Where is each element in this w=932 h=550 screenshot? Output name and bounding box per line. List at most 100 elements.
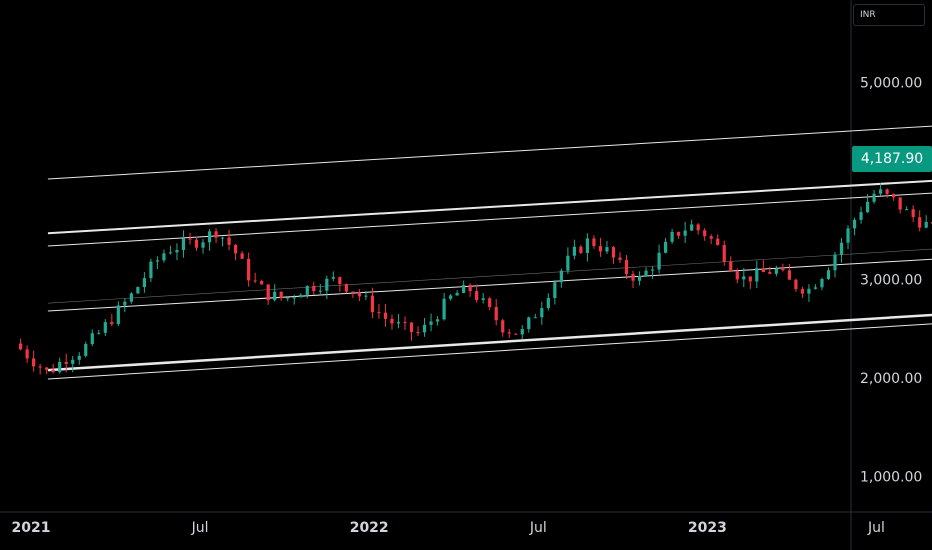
candle-body [859, 212, 863, 220]
candle-body [572, 246, 576, 256]
candle-body [650, 269, 655, 271]
candle-body [305, 285, 309, 295]
candle-body [331, 277, 335, 279]
candle-body [781, 269, 785, 271]
candle-body [227, 237, 231, 245]
candle-body [51, 369, 55, 373]
candle-body [624, 259, 629, 275]
candle-body [494, 306, 498, 321]
channel-line-0 [47, 125, 932, 180]
candle-body [501, 320, 505, 333]
x-tick-label: Jul [529, 520, 547, 536]
candle-body [318, 290, 322, 292]
candle-body [312, 285, 316, 292]
candle-body [292, 297, 296, 299]
candle-body [768, 272, 772, 274]
candle-body [605, 247, 609, 252]
candle-body [709, 236, 713, 239]
candle-body [435, 319, 440, 322]
candle-body [729, 261, 733, 272]
candle-body [703, 230, 707, 237]
candle-body [546, 298, 550, 309]
candle-body [155, 260, 160, 262]
candle-body [585, 238, 590, 253]
x-tick-label: 2023 [688, 520, 727, 536]
candle-body [175, 250, 179, 253]
candle-body [774, 269, 778, 274]
candle-body [396, 322, 401, 324]
candle-body [110, 322, 114, 325]
candle-body [637, 276, 642, 281]
candle-body [722, 244, 726, 262]
candle-body [468, 285, 472, 292]
candle-body [279, 291, 283, 299]
channel-line-2 [47, 192, 932, 247]
candle-body [84, 344, 88, 356]
candle-body [807, 288, 811, 294]
x-tick-label: Jul [867, 520, 885, 536]
channel-line-4 [47, 258, 932, 312]
candle-body [364, 295, 368, 297]
candle-body [214, 231, 218, 238]
candle-body [696, 224, 700, 231]
candle-body [129, 293, 133, 302]
candle-body [240, 253, 244, 259]
candle-body [149, 261, 153, 279]
candle-body [865, 201, 870, 213]
candle-body [416, 332, 420, 334]
candle-body [892, 193, 896, 198]
candle-body [520, 329, 524, 335]
candle-body [19, 343, 23, 350]
y-tick-label: 2,000.00 [860, 371, 922, 387]
candle-body [618, 257, 622, 260]
candle-body [846, 228, 850, 243]
candle-body [234, 244, 238, 254]
candle-body [852, 219, 857, 229]
candle-body [592, 238, 596, 247]
candle-body [253, 280, 257, 282]
candle-body [644, 270, 648, 277]
candle-body [377, 312, 381, 314]
candle-body [826, 270, 831, 279]
x-tick-label: Jul [191, 520, 209, 536]
candle-body [194, 239, 199, 248]
candle-body [787, 270, 791, 280]
candle-body [911, 209, 915, 218]
candle-body [207, 231, 212, 243]
candle-body [181, 238, 186, 251]
candle-body [188, 238, 192, 240]
candle-body [742, 276, 746, 280]
candle-body [540, 308, 544, 318]
candle-body [286, 297, 290, 299]
candle-body [885, 189, 889, 194]
candle-body [475, 291, 479, 301]
candle-body [833, 254, 837, 271]
candle-body [761, 268, 765, 273]
candle-body [755, 268, 759, 282]
candle-body [559, 270, 563, 283]
candle-body [64, 361, 68, 364]
candle-body [878, 189, 883, 194]
candle-body [168, 252, 173, 254]
candle-body [611, 247, 616, 258]
candle-body [794, 279, 798, 290]
candle-body [357, 292, 361, 297]
candle-body [839, 242, 844, 255]
candle-body [553, 282, 557, 299]
candle-body [162, 253, 166, 261]
candle-body [429, 321, 433, 325]
candle-body [38, 366, 42, 368]
candle-body [422, 324, 427, 333]
x-tick-label: 2022 [350, 520, 389, 536]
candle-body [45, 367, 49, 370]
candle-body [273, 291, 277, 301]
candle-body [338, 277, 342, 285]
currency-selector[interactable]: INR [853, 4, 925, 26]
candle-body [220, 237, 225, 239]
last-price-label: 4,187.90 [852, 146, 932, 172]
candle-body [90, 333, 94, 345]
candle-body [370, 295, 375, 313]
last-price-value: 4,187.90 [860, 151, 924, 167]
candle-body [58, 361, 62, 373]
